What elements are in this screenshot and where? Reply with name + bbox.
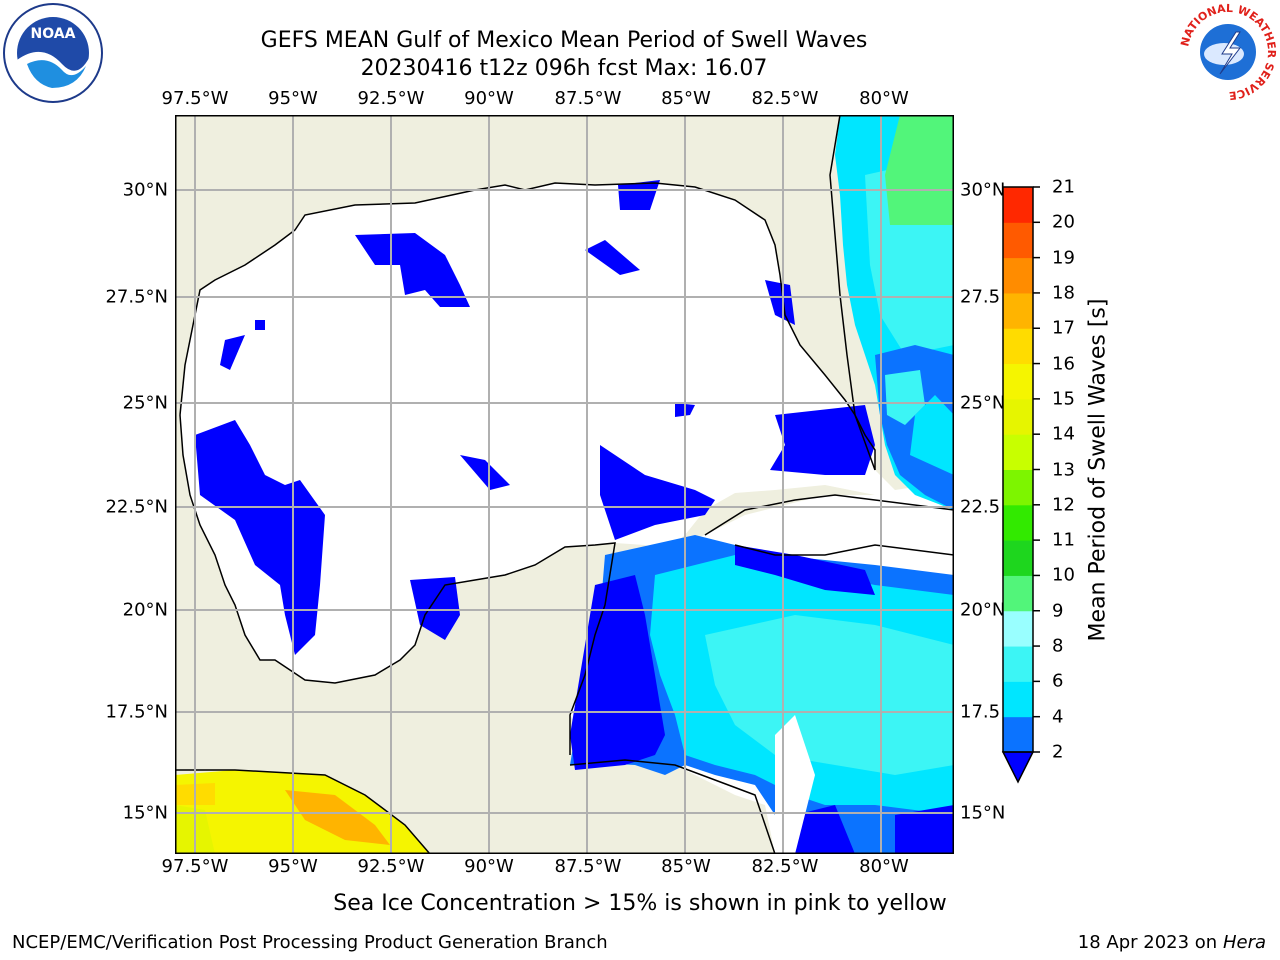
colorbar-cell <box>1003 610 1033 647</box>
lon-label-top: 80°W <box>859 88 909 109</box>
colorbar-cell <box>1003 328 1033 365</box>
lon-label-top: 90°W <box>464 88 514 109</box>
colorbar-tick-label: 10 <box>1052 564 1075 586</box>
colorbar-cell <box>1003 292 1033 329</box>
footer-date-text: 18 Apr 2023 on <box>1077 932 1223 953</box>
colorbar-tick-label: 12 <box>1052 494 1075 516</box>
lat-label-right: 30°N <box>960 179 1006 201</box>
graticule <box>175 115 954 854</box>
sea-ice-note: Sea Ice Concentration > 15% is shown in … <box>333 891 947 916</box>
colorbar-cell <box>1003 716 1033 753</box>
colorbar <box>1001 186 1040 784</box>
colorbar-cell <box>1003 434 1033 470</box>
coastline <box>179 182 876 470</box>
colorbar-tick-label: 6 <box>1052 670 1064 692</box>
colorbar-label: Mean Period of Swell Waves [s] <box>1085 298 1111 642</box>
lon-label-bottom: 92.5°W <box>357 856 425 877</box>
colorbar-tick-label: 2 <box>1052 741 1064 763</box>
swell-patch <box>355 233 470 307</box>
lon-label-bottom: 95°W <box>268 856 318 877</box>
colorbar-tick-label: 9 <box>1052 600 1064 622</box>
colorbar-tick-label: 21 <box>1052 176 1075 198</box>
colorbar-cell <box>1003 257 1033 294</box>
lat-label-left: 27.5°N <box>105 286 168 308</box>
lat-label-left: 20°N <box>122 599 168 621</box>
lat-label-right: 20°N <box>960 599 1006 621</box>
lon-label-bottom: 82.5°W <box>751 856 819 877</box>
colorbar-tick-label: 8 <box>1052 635 1064 657</box>
lat-label-right: 15°N <box>960 802 1006 824</box>
lon-label-bottom: 80°W <box>859 856 909 877</box>
colorbar-tick-label: 20 <box>1052 211 1075 233</box>
lat-label-left: 30°N <box>122 179 168 201</box>
footer-date: 18 Apr 2023 on Hera <box>1078 932 1266 953</box>
gulf-ocean <box>180 183 954 683</box>
colorbar-tick-label: 4 <box>1052 706 1064 728</box>
noaa-logo: NOAA <box>3 3 103 103</box>
gulf-of-mexico-map <box>175 115 954 854</box>
lat-label-left: 17.5°N <box>105 701 168 723</box>
colorbar-tick-label: 19 <box>1052 247 1075 269</box>
colorbar-tick-label: 17 <box>1052 317 1075 339</box>
map-subtitle: 20230416 t12z 096h fcst Max: 16.07 <box>360 56 768 81</box>
lat-label-right: 17.5 <box>960 701 1001 723</box>
colorbar-cell <box>1003 646 1033 682</box>
footer-branch: NCEP/EMC/Verification Post Processing Pr… <box>12 932 608 953</box>
lat-label-right: 25°N <box>960 392 1006 414</box>
lat-label-right: 27.5 <box>960 286 1001 308</box>
lon-label-top: 95°W <box>268 88 318 109</box>
map-title: GEFS MEAN Gulf of Mexico Mean Period of … <box>260 28 868 53</box>
colorbar-cell <box>1003 504 1033 541</box>
lon-label-top: 82.5°W <box>751 88 819 109</box>
nws-logo: NATIONAL WEATHER SERVICE <box>1178 2 1278 102</box>
colorbar-cell <box>1003 222 1033 259</box>
lon-label-bottom: 87.5°W <box>554 856 622 877</box>
colorbar-cell <box>1003 575 1033 612</box>
colorbar-tick-label: 11 <box>1052 529 1075 551</box>
lat-label-right: 22.5 <box>960 496 1001 518</box>
colorbar-cell <box>1003 681 1033 718</box>
lat-label-left: 25°N <box>122 392 168 414</box>
colorbar-cell <box>1003 363 1033 400</box>
colorbar-tick-label: 15 <box>1052 388 1075 410</box>
colorbar-cell <box>1003 540 1033 576</box>
lon-label-bottom: 97.5°W <box>161 856 229 877</box>
svg-text:NOAA: NOAA <box>31 26 76 42</box>
lon-label-bottom: 85°W <box>661 856 711 877</box>
lon-label-top: 85°W <box>661 88 711 109</box>
colorbar-cell <box>1003 187 1033 223</box>
lat-label-left: 22.5°N <box>105 496 168 518</box>
colorbar-extend-arrow <box>1001 751 1035 784</box>
colorbar-tick-label: 18 <box>1052 282 1075 304</box>
colorbar-tick-label: 14 <box>1052 423 1075 445</box>
lon-label-bottom: 90°W <box>464 856 514 877</box>
footer-machine: Hera <box>1222 932 1266 953</box>
colorbar-cell <box>1003 469 1033 506</box>
lon-label-top: 97.5°W <box>161 88 229 109</box>
lat-label-left: 15°N <box>122 802 168 824</box>
lon-label-top: 87.5°W <box>554 88 622 109</box>
colorbar-tick-label: 13 <box>1052 459 1075 480</box>
colorbar-cell <box>1003 398 1033 435</box>
lon-label-top: 92.5°W <box>357 88 425 109</box>
colorbar-tick-label: 16 <box>1052 353 1075 375</box>
